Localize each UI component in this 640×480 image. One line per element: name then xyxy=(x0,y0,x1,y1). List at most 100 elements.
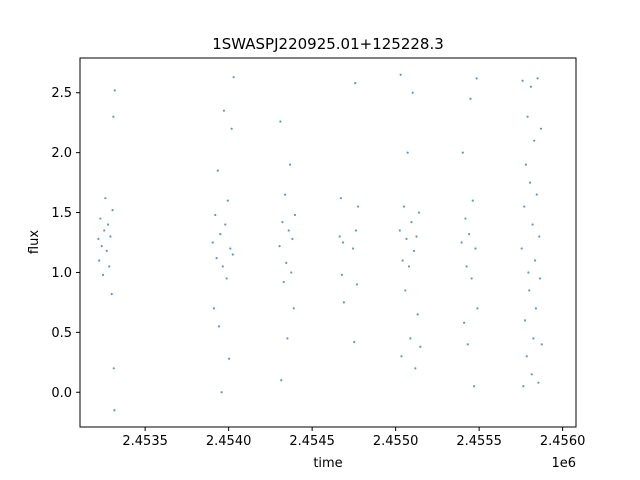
data-point xyxy=(106,223,110,226)
data-point xyxy=(280,379,283,382)
data-point xyxy=(288,163,292,166)
data-point xyxy=(291,237,294,241)
data-point xyxy=(101,273,105,276)
data-point xyxy=(351,247,355,250)
data-point xyxy=(531,223,534,226)
data-point xyxy=(100,244,103,248)
data-point xyxy=(469,97,472,100)
data-point xyxy=(535,193,538,196)
data-point xyxy=(338,235,341,238)
data-point xyxy=(232,76,235,79)
data-point xyxy=(112,367,115,370)
data-point xyxy=(215,256,218,260)
data-point xyxy=(533,259,537,262)
data-point xyxy=(224,223,227,226)
data-point xyxy=(402,205,406,208)
data-point xyxy=(109,235,112,238)
y-tick-label: 1.0 xyxy=(51,266,72,281)
data-point xyxy=(520,247,523,250)
y-tick-label: 0.5 xyxy=(51,326,72,341)
data-point xyxy=(231,253,234,256)
data-point xyxy=(105,249,108,252)
data-point xyxy=(104,197,107,200)
data-point xyxy=(470,277,473,280)
x-tick-label: 2.4540 xyxy=(206,434,252,449)
data-point xyxy=(468,233,471,236)
data-point xyxy=(474,247,477,250)
data-point xyxy=(523,205,526,208)
data-point xyxy=(216,169,219,172)
data-point xyxy=(279,120,282,123)
data-point xyxy=(460,241,463,244)
data-point xyxy=(113,89,116,92)
data-point xyxy=(341,241,345,244)
data-point xyxy=(407,265,411,268)
data-point xyxy=(278,244,281,248)
data-point xyxy=(98,259,101,262)
x-tick-label: 2.4535 xyxy=(122,434,168,449)
x-tick-label: 2.4555 xyxy=(456,434,502,449)
data-point xyxy=(339,197,342,200)
data-point xyxy=(290,271,293,274)
data-point xyxy=(286,337,289,340)
data-point xyxy=(415,235,418,238)
data-point xyxy=(113,409,116,412)
data-point xyxy=(97,237,100,241)
y-tick-label: 0.0 xyxy=(51,386,72,401)
data-point xyxy=(211,241,214,244)
chart-title: 1SWASPJ220925.01+125228.3 xyxy=(212,35,444,53)
data-point xyxy=(221,265,224,268)
data-point xyxy=(220,391,223,394)
data-point xyxy=(523,319,527,322)
data-point xyxy=(521,79,524,82)
data-point xyxy=(212,307,216,310)
x-axis-offset-label: 1e6 xyxy=(551,456,576,471)
data-point xyxy=(281,221,284,224)
data-point xyxy=(103,229,106,232)
data-point xyxy=(526,115,529,118)
data-points xyxy=(97,73,543,412)
data-point xyxy=(355,283,358,286)
data-point xyxy=(412,249,416,252)
data-point xyxy=(410,221,413,224)
data-point xyxy=(525,355,528,358)
data-point xyxy=(538,277,542,280)
data-point xyxy=(524,163,528,166)
data-point xyxy=(292,307,295,310)
data-point xyxy=(534,307,538,310)
data-point xyxy=(342,301,345,304)
data-point xyxy=(465,265,468,268)
data-point xyxy=(476,307,479,310)
data-point xyxy=(354,229,357,232)
x-tick-label: 2.4550 xyxy=(373,434,419,449)
data-point xyxy=(414,367,417,370)
data-point xyxy=(461,151,464,154)
data-point xyxy=(533,139,536,142)
data-point xyxy=(226,199,229,202)
data-point xyxy=(222,109,226,112)
data-point xyxy=(471,199,474,202)
data-point xyxy=(466,343,469,346)
x-tick-label: 2.4560 xyxy=(540,434,586,449)
data-point xyxy=(356,205,360,208)
data-point xyxy=(110,292,113,296)
data-point xyxy=(111,209,114,212)
data-point xyxy=(404,289,407,292)
data-point xyxy=(112,115,115,118)
data-point xyxy=(529,85,533,88)
data-point xyxy=(230,127,233,130)
data-point xyxy=(405,237,408,241)
data-point xyxy=(473,385,476,388)
data-point xyxy=(528,289,531,292)
y-tick-label: 2.5 xyxy=(51,86,72,101)
data-point xyxy=(219,233,222,236)
data-point xyxy=(399,73,402,76)
data-point xyxy=(537,381,540,384)
data-point xyxy=(411,91,414,94)
data-point xyxy=(340,273,343,276)
data-point xyxy=(464,217,467,220)
y-tick-label: 2.0 xyxy=(51,146,72,161)
data-point xyxy=(228,357,231,360)
